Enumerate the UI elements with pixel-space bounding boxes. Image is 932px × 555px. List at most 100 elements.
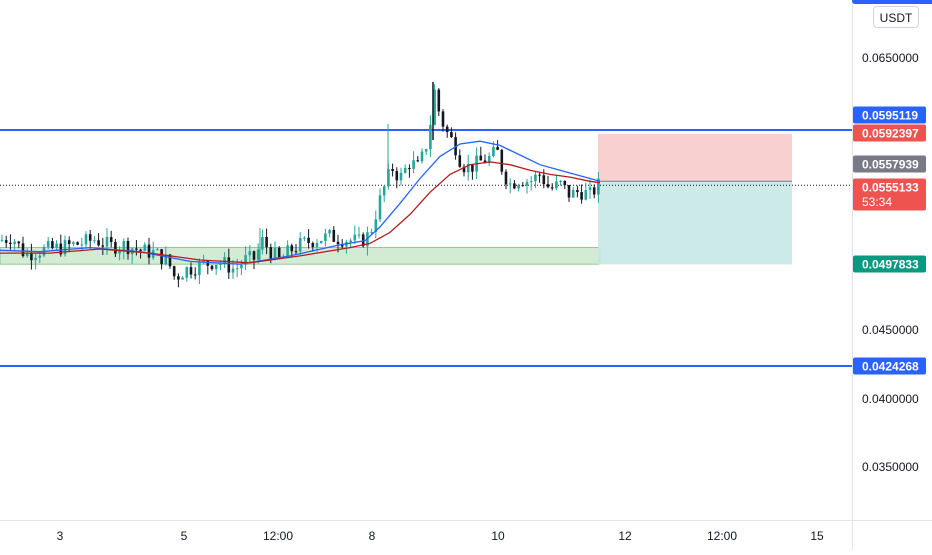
quote-currency-badge[interactable]: USDT bbox=[873, 6, 919, 28]
candle bbox=[462, 163, 466, 177]
candle bbox=[576, 185, 579, 198]
candle-body bbox=[576, 190, 579, 193]
candle bbox=[441, 109, 445, 132]
candle-body bbox=[286, 245, 289, 258]
candle-body bbox=[202, 260, 205, 262]
candle-body bbox=[387, 169, 390, 187]
candle-body bbox=[235, 268, 239, 270]
candle bbox=[135, 240, 138, 256]
candle bbox=[353, 225, 357, 245]
price-tag-take-profit: 0.0497833 bbox=[853, 255, 926, 273]
candle bbox=[156, 247, 159, 251]
candle-body bbox=[21, 243, 25, 257]
candle bbox=[273, 241, 277, 261]
candle-body bbox=[185, 267, 189, 278]
candle-body bbox=[471, 164, 474, 172]
price-tag-horizontal-line: 0.0424268 bbox=[853, 357, 926, 375]
candle-body bbox=[370, 231, 373, 233]
candle bbox=[93, 236, 96, 244]
candle-body bbox=[206, 260, 210, 266]
y-tick-label: 0.0350000 bbox=[862, 460, 919, 474]
candle-body bbox=[93, 240, 96, 242]
x-tick-label: 15 bbox=[810, 529, 824, 543]
candle-body bbox=[525, 181, 529, 186]
candle-body bbox=[521, 185, 525, 187]
candle-body bbox=[122, 240, 126, 251]
candle bbox=[177, 273, 180, 288]
countdown-label: 53:34 bbox=[862, 195, 892, 209]
candle bbox=[97, 233, 100, 247]
candle-body bbox=[273, 247, 277, 259]
candle-body bbox=[59, 243, 63, 255]
candle bbox=[529, 176, 533, 191]
candle bbox=[265, 228, 268, 255]
candle-body bbox=[399, 172, 403, 181]
candle-body bbox=[378, 195, 382, 220]
candle bbox=[164, 246, 168, 266]
candle bbox=[332, 226, 336, 243]
x-tick-label: 10 bbox=[491, 529, 505, 543]
candle-body bbox=[445, 126, 449, 133]
candle bbox=[534, 171, 537, 189]
candle-body bbox=[168, 254, 172, 267]
candle-body bbox=[597, 178, 600, 195]
price-tag-stop-loss: 0.0592397 bbox=[853, 124, 926, 142]
candle-body bbox=[164, 254, 168, 265]
candle-body bbox=[126, 240, 130, 255]
candle-body bbox=[105, 237, 109, 247]
candle-body bbox=[328, 229, 331, 234]
candle-body bbox=[34, 257, 37, 261]
candle bbox=[433, 84, 436, 126]
y-tick-label: 0.0400000 bbox=[862, 392, 919, 406]
candle-body bbox=[580, 192, 583, 200]
candle-body bbox=[546, 184, 550, 188]
price-tag-label: 0.0424268 bbox=[862, 360, 919, 374]
candle bbox=[399, 167, 403, 186]
candle-body bbox=[508, 183, 512, 185]
candle-body bbox=[147, 244, 151, 258]
candle-body bbox=[584, 190, 588, 200]
candle-body bbox=[420, 151, 424, 162]
candle bbox=[500, 148, 504, 175]
candle bbox=[412, 151, 415, 174]
candle bbox=[298, 232, 302, 256]
price-tag-background bbox=[853, 178, 926, 211]
candle bbox=[311, 241, 315, 252]
candle bbox=[286, 240, 289, 258]
candle-body bbox=[252, 251, 256, 260]
candle bbox=[210, 265, 214, 271]
candle-body bbox=[424, 149, 428, 152]
price-tag-background bbox=[853, 357, 926, 375]
candle bbox=[109, 230, 113, 248]
candle bbox=[248, 245, 252, 264]
candle-body bbox=[450, 132, 453, 138]
candle-body bbox=[210, 265, 214, 270]
candle bbox=[223, 252, 226, 268]
candle-body bbox=[198, 261, 201, 276]
price-tag-label: 0.0497833 bbox=[862, 258, 919, 272]
candle-body bbox=[592, 187, 596, 195]
candle-body bbox=[231, 268, 235, 273]
candle-body bbox=[408, 168, 411, 170]
candle-body bbox=[429, 124, 432, 150]
candle bbox=[521, 182, 525, 187]
candle bbox=[34, 253, 37, 270]
candle-body bbox=[177, 276, 180, 280]
candle bbox=[307, 229, 310, 249]
price-tag-background bbox=[853, 106, 926, 124]
price-tag-background bbox=[853, 155, 926, 173]
candle-body bbox=[324, 233, 327, 241]
candle bbox=[429, 115, 432, 158]
candle bbox=[450, 127, 453, 138]
candle bbox=[0, 234, 4, 242]
candle bbox=[567, 185, 571, 202]
price-tag-label: 0.0557939 bbox=[862, 158, 919, 172]
candle bbox=[580, 184, 583, 204]
candle bbox=[84, 231, 88, 249]
candle-body bbox=[487, 155, 491, 164]
candle bbox=[382, 185, 386, 203]
